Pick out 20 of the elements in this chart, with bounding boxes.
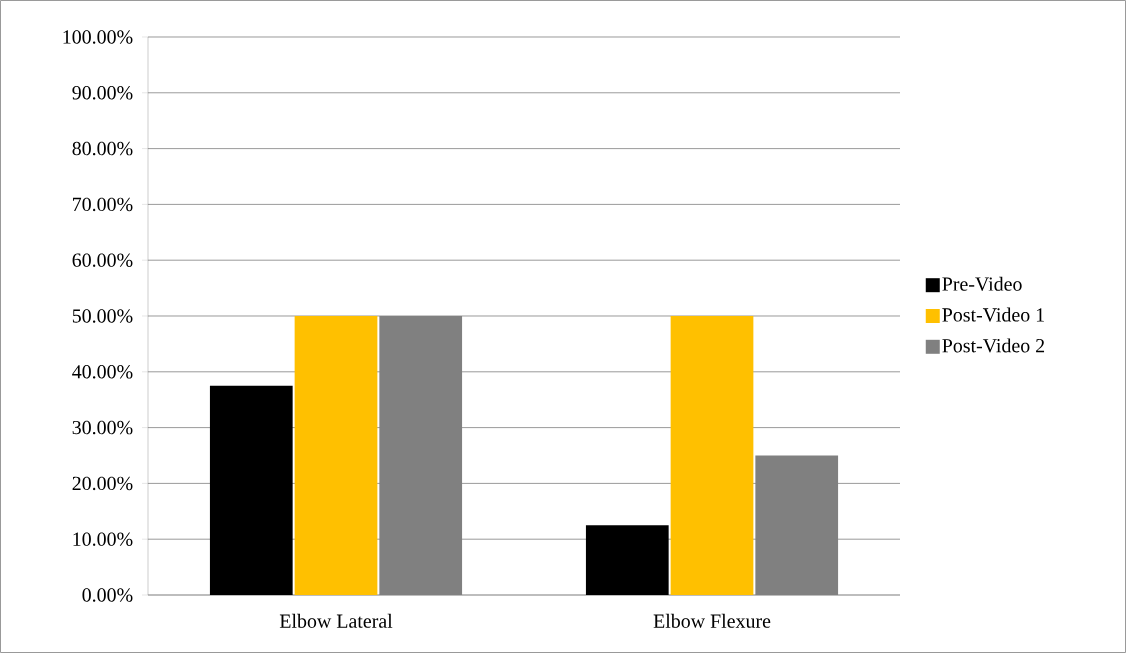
legend-label: Post-Video 1 bbox=[942, 307, 1044, 322]
bar bbox=[670, 316, 754, 595]
bar bbox=[585, 525, 669, 595]
y-tick-label: 20.00% bbox=[72, 476, 133, 491]
y-tick-label: 80.00% bbox=[72, 141, 133, 156]
y-tick-label: 0.00% bbox=[82, 588, 133, 602]
x-tick-label: Elbow Lateral bbox=[279, 613, 393, 628]
legend-label: Post-Video 2 bbox=[942, 338, 1045, 353]
bar bbox=[209, 385, 293, 595]
y-tick-label: 30.00% bbox=[72, 420, 133, 435]
y-tick-label: 40.00% bbox=[72, 365, 133, 379]
y-tick-label: 60.00% bbox=[72, 253, 133, 267]
bar bbox=[294, 316, 378, 595]
y-tick-label: 90.00% bbox=[72, 86, 133, 100]
y-tick-label: 100.00% bbox=[63, 30, 133, 44]
legend-label: Pre-Video bbox=[942, 276, 1022, 291]
y-tick-label: 70.00% bbox=[73, 197, 133, 212]
x-tick-label: Elbow Flexure bbox=[653, 613, 771, 628]
y-tick-label: 50.00% bbox=[72, 309, 133, 323]
y-tick-label: 10.00% bbox=[73, 532, 133, 546]
